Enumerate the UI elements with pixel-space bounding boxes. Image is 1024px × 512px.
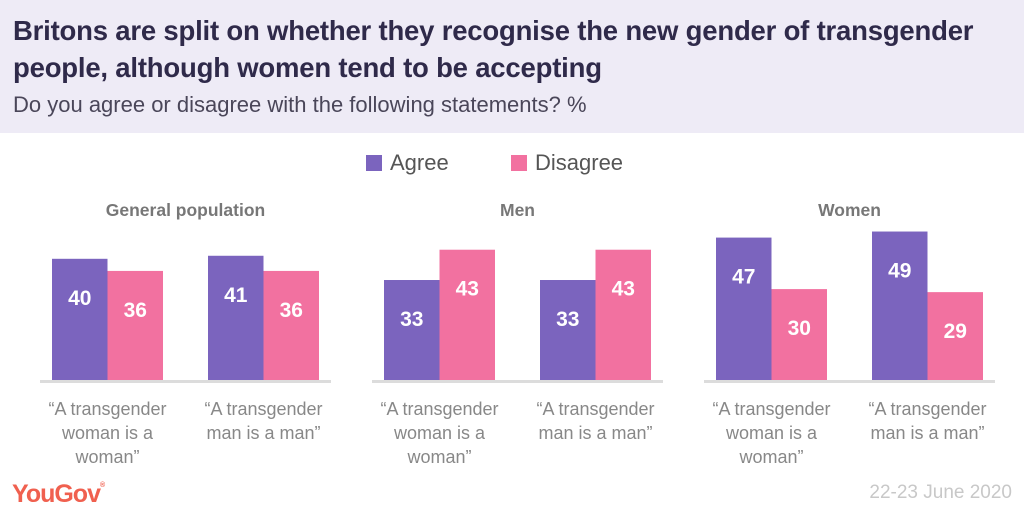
category-label: “A transgender bbox=[380, 399, 498, 419]
category-label: woman” bbox=[74, 447, 139, 467]
category-label: woman” bbox=[406, 447, 471, 467]
bar-disagree bbox=[771, 289, 827, 380]
bar-agree bbox=[872, 231, 928, 380]
bar-value-label: 47 bbox=[732, 266, 755, 289]
legend-swatch-disagree bbox=[511, 155, 527, 171]
category-label: man is a man” bbox=[538, 423, 652, 443]
header-band: Britons are split on whether they recogn… bbox=[0, 0, 1024, 133]
x-axis-line bbox=[372, 380, 663, 383]
category-label: “A transgender bbox=[48, 399, 166, 419]
category-label: woman is a bbox=[725, 423, 818, 443]
logo-text: YouGov bbox=[12, 480, 101, 508]
bar-value-label: 29 bbox=[944, 320, 967, 343]
bar-value-label: 36 bbox=[280, 299, 303, 322]
chart-subtitle: Do you agree or disagree with the follow… bbox=[13, 92, 587, 117]
category-label: woman is a bbox=[61, 423, 154, 443]
bar-value-label: 41 bbox=[224, 284, 248, 307]
chart-title: Britons are split on whether they recogn… bbox=[13, 15, 974, 83]
legend: Agree Disagree bbox=[0, 150, 1024, 180]
bar-disagree bbox=[107, 270, 163, 380]
legend-swatch-agree bbox=[366, 155, 382, 171]
bar-value-label: 30 bbox=[788, 317, 811, 340]
category-label: man is a man” bbox=[206, 423, 320, 443]
bar-value-label: 40 bbox=[68, 287, 91, 310]
bar-value-label: 33 bbox=[400, 308, 423, 331]
bar-disagree bbox=[439, 249, 495, 380]
bar-agree bbox=[384, 280, 440, 380]
bar-agree bbox=[716, 237, 772, 380]
bar-value-label: 36 bbox=[124, 299, 147, 322]
legend-label-agree: Agree bbox=[390, 150, 449, 175]
category-label: “A transgender bbox=[536, 399, 654, 419]
category-label: woman is a bbox=[393, 423, 486, 443]
bar-agree bbox=[540, 280, 596, 380]
bar-agree bbox=[208, 255, 264, 380]
bar-disagree bbox=[263, 270, 319, 380]
bar-agree bbox=[52, 258, 108, 380]
legend-item-disagree: Disagree bbox=[511, 150, 623, 176]
category-label: “A transgender bbox=[204, 399, 322, 419]
panel-title-2: Women bbox=[818, 200, 881, 220]
logo-registered-mark: ® bbox=[99, 482, 105, 489]
bar-value-label: 43 bbox=[612, 278, 635, 301]
bar-disagree bbox=[595, 249, 651, 380]
x-axis-line bbox=[704, 380, 995, 383]
category-label: “A transgender bbox=[712, 399, 830, 419]
legend-label-disagree: Disagree bbox=[535, 150, 624, 175]
bar-value-label: 43 bbox=[456, 278, 479, 301]
category-label: “A transgender bbox=[868, 399, 986, 419]
panel-title-1: Men bbox=[500, 200, 535, 220]
bar-disagree bbox=[927, 292, 983, 380]
legend-item-agree: Agree bbox=[366, 150, 449, 176]
panel-title-0: General population bbox=[106, 200, 265, 220]
x-axis-line bbox=[40, 380, 331, 383]
bar-value-label: 49 bbox=[888, 260, 911, 283]
yougov-logo: YouGov® bbox=[12, 480, 105, 509]
bar-value-label: 33 bbox=[556, 308, 579, 331]
category-label: woman” bbox=[738, 447, 803, 467]
survey-date: 22-23 June 2020 bbox=[869, 482, 1012, 503]
category-label: man is a man” bbox=[870, 423, 984, 443]
